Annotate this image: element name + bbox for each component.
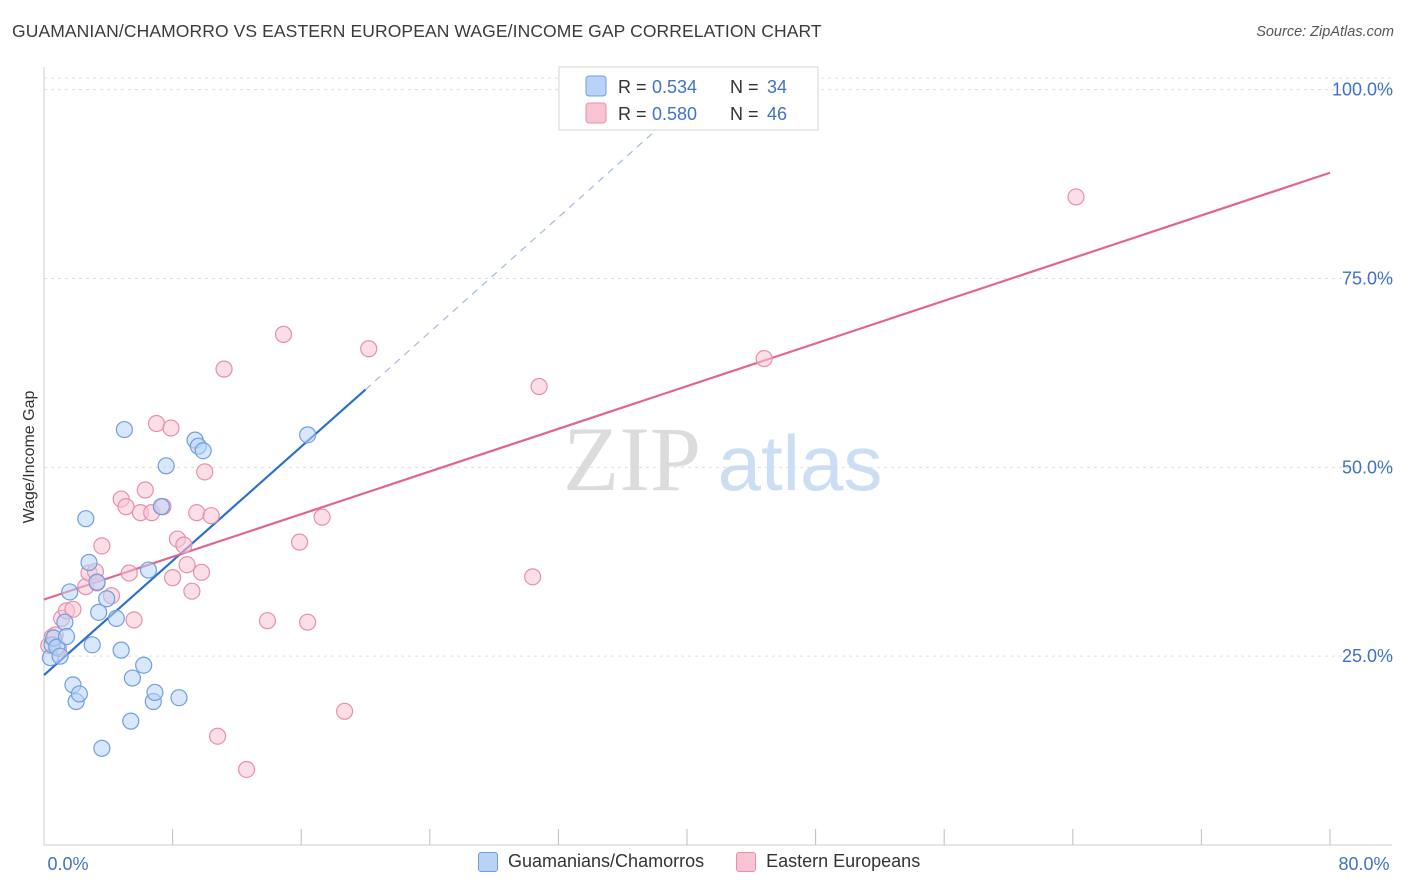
legend-swatch-blue (478, 851, 498, 872)
y-tick-label: 75.0% (1342, 268, 1393, 288)
legend-item-eastern-europeans[interactable]: Eastern Europeans (736, 851, 920, 872)
point-guamanians (194, 442, 212, 460)
point-eastern-europeans (188, 504, 206, 522)
y-tick-label: 25.0% (1342, 646, 1393, 666)
legend-swatch-blue (585, 75, 607, 97)
point-eastern-europeans (1067, 188, 1085, 206)
point-eastern-europeans (192, 563, 211, 581)
point-eastern-europeans (120, 564, 138, 582)
point-eastern-europeans (274, 325, 293, 343)
x-tick-label: 0.0% (47, 854, 88, 874)
watermark-zip: ZIP (563, 408, 701, 510)
y-axis-label: Wage/Income Gap (21, 391, 38, 524)
trend-lines (43, 130, 1331, 676)
point-guamanians (70, 685, 88, 703)
point-guamanians (139, 561, 158, 579)
point-guamanians (98, 590, 116, 608)
point-eastern-europeans (524, 568, 542, 586)
trend-line-guamanians (43, 388, 367, 676)
point-guamanians (299, 426, 317, 444)
point-guamanians (123, 669, 142, 687)
axes (43, 67, 1392, 846)
point-eastern-europeans (64, 600, 82, 618)
point-eastern-europeans (202, 507, 220, 525)
legend-swatch-pink (585, 102, 607, 124)
watermark-atlas: atlas (718, 419, 883, 507)
legend-r-label: R = (618, 104, 652, 124)
point-guamanians (88, 573, 106, 591)
y-tick-label: 50.0% (1342, 457, 1393, 477)
point-guamanians (83, 636, 101, 654)
point-guamanians (152, 498, 170, 516)
grid-lines (44, 77, 1392, 657)
trend-line-eastern-europeans (43, 171, 1331, 601)
point-eastern-europeans (360, 340, 378, 358)
tick-labels: 25.0% 50.0% 75.0% 100.0% 0.0% 80.0% (47, 80, 1393, 874)
trend-line-guamanians-extension (365, 130, 656, 390)
point-guamanians (157, 457, 175, 475)
point-guamanians (80, 553, 98, 572)
point-eastern-europeans (147, 414, 166, 433)
point-guamanians (170, 689, 188, 707)
legend-n-value: 34 (767, 77, 787, 97)
point-guamanians (61, 583, 79, 601)
point-guamanians (51, 647, 69, 665)
point-eastern-europeans (183, 582, 201, 600)
point-guamanians (57, 627, 76, 646)
legend-r-value: 0.580 (652, 104, 697, 124)
point-eastern-europeans (196, 463, 214, 481)
chart-title: GUAMANIAN/CHAMORRO VS EASTERN EUROPEAN W… (12, 21, 822, 41)
legend-label: Guamanians/Chamorros (508, 851, 705, 871)
legend-top: R = 0.534 N = 34 R = 0.580 N = 46 (558, 66, 819, 131)
point-eastern-europeans (164, 569, 182, 587)
point-guamanians (56, 613, 74, 631)
point-eastern-europeans (136, 481, 154, 499)
point-eastern-europeans (237, 760, 256, 779)
point-eastern-europeans (178, 556, 196, 574)
point-eastern-europeans (258, 612, 277, 630)
point-guamanians (93, 739, 111, 757)
legend-item-guamanians[interactable]: Guamanians/Chamorros (478, 851, 704, 872)
point-guamanians (115, 420, 133, 439)
point-eastern-europeans (117, 498, 135, 516)
point-guamanians (146, 683, 164, 702)
point-eastern-europeans (93, 537, 111, 555)
data-points (40, 188, 1085, 779)
point-guamanians (77, 510, 95, 528)
legend-n-value: 46 (767, 104, 787, 124)
point-guamanians (112, 641, 130, 659)
y-tick-label: 100.0% (1332, 80, 1393, 100)
point-eastern-europeans (162, 419, 180, 437)
watermark: ZIP atlas (563, 408, 882, 510)
point-eastern-europeans (290, 533, 309, 551)
legend-n-label: N = (730, 104, 764, 124)
point-eastern-europeans (125, 611, 143, 629)
legend-label: Eastern Europeans (766, 851, 921, 871)
point-eastern-europeans (313, 508, 331, 526)
legend-swatch-pink (736, 851, 757, 872)
x-tick-label: 80.0% (1338, 854, 1389, 874)
point-eastern-europeans (530, 377, 548, 396)
legend-r-label: R = (618, 77, 652, 97)
source-note: Source: ZipAtlas.com (1256, 24, 1394, 40)
point-eastern-europeans (336, 702, 354, 720)
point-eastern-europeans (209, 727, 227, 745)
point-guamanians (90, 603, 108, 621)
point-guamanians (135, 656, 153, 674)
point-eastern-europeans (755, 349, 773, 368)
legend-n-label: N = (730, 77, 764, 97)
point-eastern-europeans (215, 360, 233, 378)
legend-bottom: Guamanians/Chamorros Eastern Europeans (478, 851, 952, 872)
point-eastern-europeans (175, 536, 193, 554)
point-guamanians (107, 609, 125, 627)
point-eastern-europeans (299, 613, 317, 631)
point-guamanians (122, 712, 140, 730)
legend-r-value: 0.534 (652, 77, 697, 97)
